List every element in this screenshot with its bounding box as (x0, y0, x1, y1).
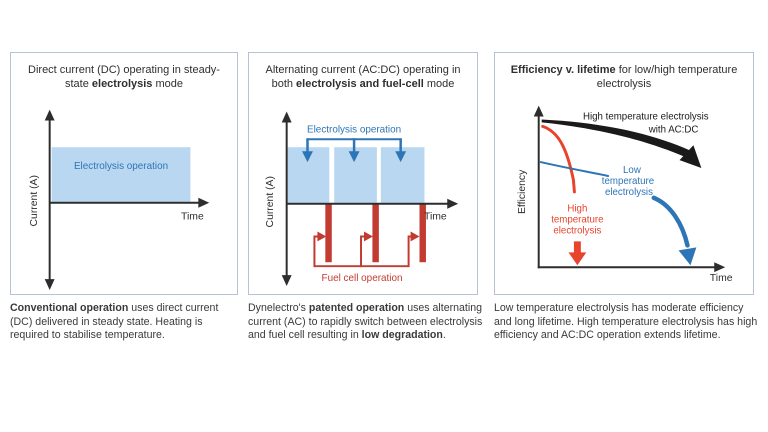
electrolysis-arrow-icon-1 (302, 151, 313, 163)
panel-acdc-operation: Alternating current (AC:DC) operating in… (248, 52, 478, 295)
panel-efficiency-lifetime: Efficiency v. lifetime for low/high temp… (494, 52, 754, 295)
electrolysis-arrow-icon-3 (395, 151, 407, 163)
black-curve-label-line1: High temperature electrolysis (583, 111, 709, 122)
panel1-title-text-post: mode (152, 77, 184, 90)
blue-curve-label-line3: electrolysis (605, 187, 653, 198)
electrolysis-operation-label: Electrolysis operation (307, 124, 401, 135)
x-axis-arrow-icon (198, 197, 210, 208)
y-axis-up-arrow-icon (281, 111, 292, 123)
y-axis-down-arrow-icon (44, 279, 55, 290)
dc-current-time-plot: Electrolysis operation Time Current (A) (29, 109, 210, 290)
red-curve-label-line2: temperature (551, 215, 603, 226)
panel2-title-text-post: mode (423, 77, 455, 90)
panel3-title-text: for low/high temperature electrolysis (596, 64, 738, 90)
panel3-title: Efficiency v. lifetime for low/high temp… (501, 64, 747, 91)
caption-patented-operation: Dynelectro's patented operation uses alt… (248, 302, 492, 343)
caption2-bold2: low degradation (361, 329, 443, 342)
panel-dc-operation: Direct current (DC) operating in steady-… (10, 52, 238, 295)
panel2-title-text: Alternating current (AC:DC) operating in… (265, 64, 461, 90)
caption2-text-pre: Dynelectro's (248, 302, 309, 314)
y-axis-arrow-icon (533, 105, 544, 117)
fuel-cell-bar-1 (325, 203, 332, 263)
efficiency-lifetime-plot: High temperature electrolysis with AC:DC… (517, 105, 733, 284)
panel1-title-text: Direct current (DC) operating in steady-… (28, 64, 220, 90)
black-curve-high-temp-acdc (541, 119, 690, 158)
x-axis-label: Time (710, 273, 733, 284)
electrolysis-region-label: Electrolysis operation (74, 161, 168, 172)
panel1-title-bold: electrolysis (91, 77, 153, 90)
electrolysis-region-fill (51, 147, 191, 202)
black-curve-label-line2: with AC:DC (648, 124, 699, 135)
fuel-cell-arrow-icon-2 (363, 231, 373, 242)
blue-curve-label-line1: Low (623, 165, 642, 176)
black-curve-arrowhead-icon (679, 145, 702, 169)
panel2-title: Alternating current (AC:DC) operating in… (255, 64, 471, 91)
blue-curve-arrowhead-icon (678, 247, 697, 266)
fuel-cell-bar-3 (419, 203, 426, 263)
x-axis-label: Time (424, 212, 447, 223)
blue-curve-arrow-shaft (651, 195, 690, 248)
y-axis-label: Current (A) (265, 176, 276, 227)
caption1-text: uses direct current (DC) delivered in st… (10, 302, 219, 342)
y-axis-label: Efficiency (517, 169, 528, 214)
caption-efficiency-lifetime: Low temperature electrolysis has moderat… (494, 302, 764, 343)
y-axis-down-arrow-icon (281, 275, 292, 287)
blue-curve-label-line2: temperature (602, 176, 654, 187)
fuel-cell-bar-2 (372, 203, 379, 263)
acdc-current-time-plot: Electrolysis operation Fuel cell operati… (265, 111, 459, 287)
caption2-bold1: patented operation (308, 302, 405, 314)
y-axis-label: Current (A) (29, 175, 40, 226)
red-curve-label-line3: electrolysis (553, 226, 601, 237)
electrolysis-arrow-icon-2 (348, 151, 360, 163)
y-axis-up-arrow-icon (44, 109, 55, 121)
panel1-title: Direct current (DC) operating in steady-… (17, 64, 231, 91)
caption-conventional-operation: Conventional operation uses direct curre… (10, 302, 238, 343)
fuel-cell-operation-label: Fuel cell operation (322, 273, 403, 284)
x-axis-arrow-icon (447, 198, 459, 209)
panel3-title-bold: Efficiency v. lifetime (510, 64, 616, 76)
caption2-text-mid: uses alternating current (AC) to rapidly… (248, 302, 483, 342)
red-curve-label-line1: High (567, 204, 587, 215)
red-curve-high-temp (541, 124, 576, 194)
panel2-title-bold: electrolysis and fuel-cell (296, 77, 424, 90)
electrolysis-arrow-stems (306, 138, 402, 153)
fuel-cell-arrow-icon-1 (317, 231, 327, 242)
caption2-text-post: . (442, 329, 446, 342)
caption3-text: Low temperature electrolysis has moderat… (494, 302, 758, 342)
red-down-arrow-icon (568, 241, 587, 266)
x-axis-arrow-icon (714, 262, 726, 273)
caption1-bold: Conventional operation (10, 302, 129, 314)
fuel-cell-arrow-icon-3 (410, 231, 420, 242)
blue-curve-low-temp (539, 161, 610, 177)
x-axis-label: Time (181, 212, 204, 223)
